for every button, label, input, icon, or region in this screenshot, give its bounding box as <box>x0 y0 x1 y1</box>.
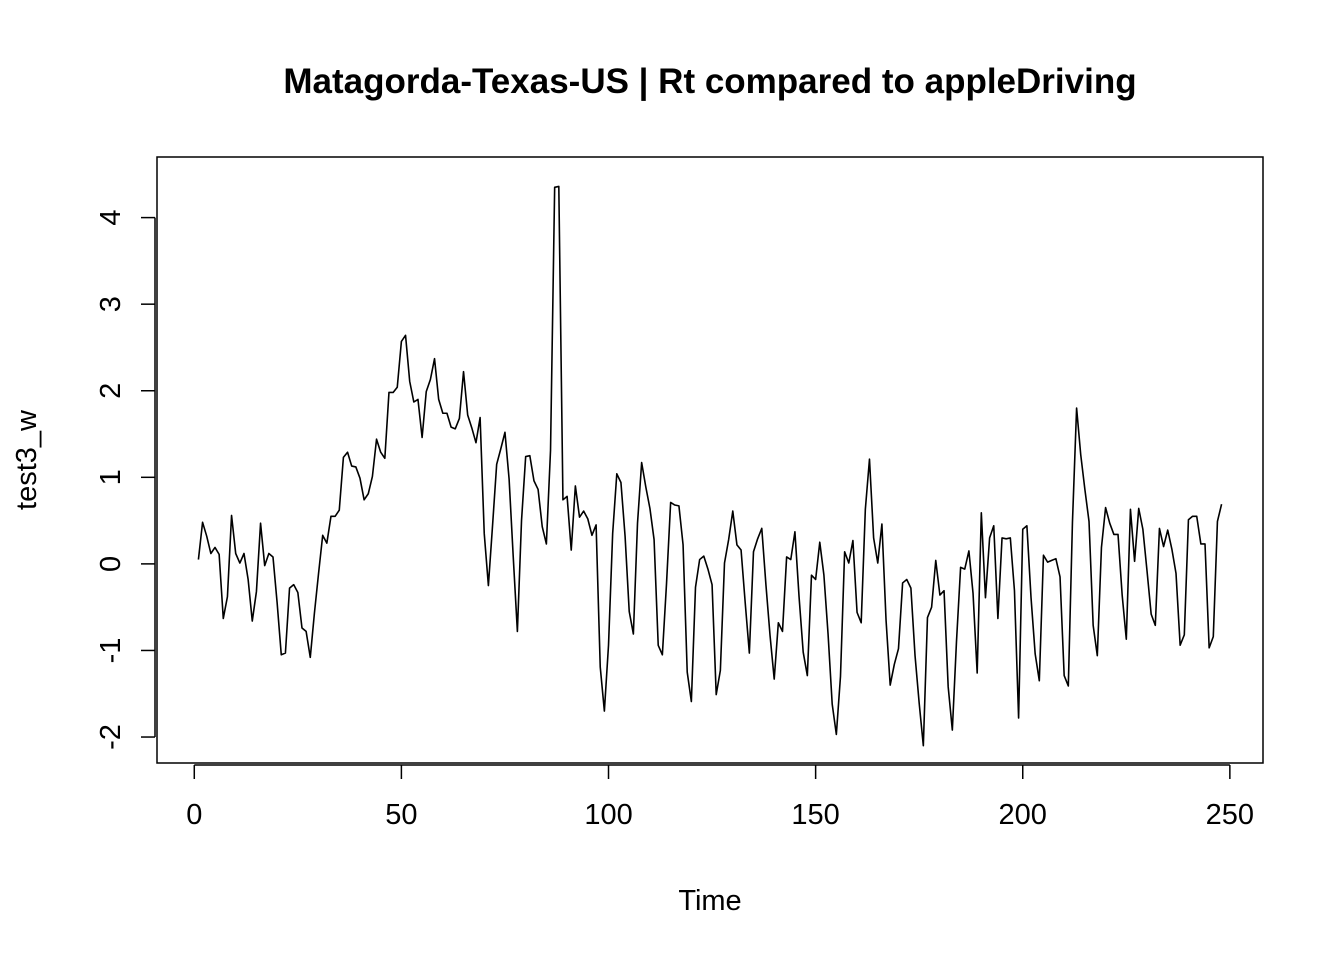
y-tick-label: 0 <box>95 556 127 572</box>
y-axis: -2 -1 0 1 2 3 4 <box>95 210 155 750</box>
x-tick-label: 0 <box>186 799 202 831</box>
y-tick-label: 3 <box>95 296 127 312</box>
x-axis: 0 50 100 150 200 250 <box>186 765 1254 831</box>
y-tick-label: -2 <box>95 724 127 750</box>
y-tick-label: -1 <box>95 638 127 664</box>
y-axis-label: test3_w <box>11 409 43 510</box>
plot-frame <box>157 157 1263 763</box>
x-tick-label: 100 <box>584 799 632 831</box>
x-tick-label: 50 <box>385 799 417 831</box>
x-tick-label: 250 <box>1206 799 1254 831</box>
x-axis-label: Time <box>678 885 741 917</box>
x-tick-label: 200 <box>999 799 1047 831</box>
y-tick-label: 2 <box>95 383 127 399</box>
y-tick-label: 4 <box>95 210 127 226</box>
series-line <box>198 186 1221 745</box>
y-tick-label: 1 <box>95 469 127 485</box>
chart-title: Matagorda-Texas-US | Rt compared to appl… <box>283 62 1136 101</box>
x-tick-label: 150 <box>791 799 839 831</box>
